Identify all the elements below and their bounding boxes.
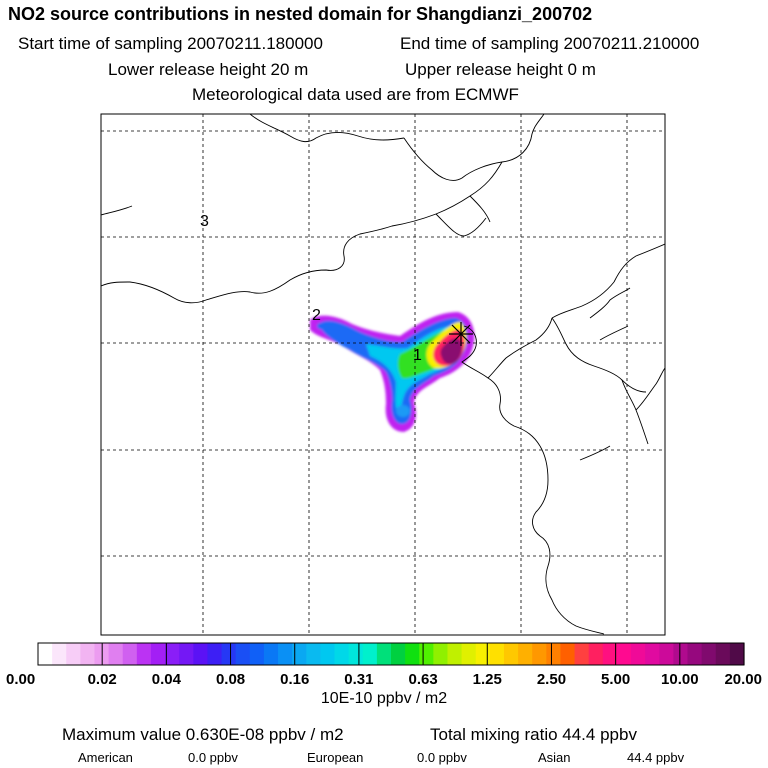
region-name-european: European <box>307 750 364 765</box>
colorbar-swatch <box>631 643 646 665</box>
receptor-label-1: 1 <box>413 347 422 364</box>
colorbar-swatch <box>306 643 321 665</box>
colorbar-swatch <box>560 643 576 665</box>
colorbar-swatch <box>38 643 53 665</box>
colorbar-swatch <box>235 643 251 665</box>
colorbar-swatch <box>165 643 180 665</box>
upper-release-text: Upper release height 0 m <box>405 60 596 79</box>
colorbar-swatch <box>221 643 237 665</box>
colorbar-swatch <box>193 643 209 665</box>
colorbar-swatch <box>150 643 166 665</box>
plume-blob-south <box>396 405 410 417</box>
colorbar-swatch <box>574 643 590 665</box>
colorbar-swatch <box>249 643 265 665</box>
colorbar-swatch <box>108 643 124 665</box>
colorbar-swatch <box>602 643 618 665</box>
colorbar-unit-label: 10E-10 ppbv / m2 <box>320 690 448 707</box>
region-name-american: American <box>78 750 133 765</box>
colorbar-swatch <box>687 643 703 665</box>
end-sampling-text: End time of sampling 20070211.210000 <box>400 34 700 53</box>
colorbar-tick-label: 0.04 <box>152 671 182 688</box>
plume-blob-west <box>317 322 333 330</box>
colorbar-swatch <box>207 643 223 665</box>
colorbar-swatch <box>518 643 533 665</box>
colorbar-swatch <box>405 643 420 665</box>
colorbar-swatch <box>122 643 138 665</box>
plume-contour-core <box>440 338 463 365</box>
colorbar-swatch <box>729 643 745 665</box>
colorbar-swatch <box>80 643 96 665</box>
colorbar-swatch <box>179 643 194 665</box>
start-sampling-text: Start time of sampling 20070211.180000 <box>18 34 323 53</box>
plume-field <box>310 312 475 432</box>
colorbar-swatch <box>292 643 307 665</box>
colorbar-swatch <box>701 643 717 665</box>
region-value-european: 0.0 ppbv <box>417 750 467 765</box>
colorbar-tick-label: 2.50 <box>537 671 566 688</box>
colorbar-tick-label: 10.00 <box>661 671 699 688</box>
colorbar-swatch <box>673 643 689 665</box>
colorbar-swatch <box>391 643 406 665</box>
colorbar-tick-label: 1.25 <box>473 671 502 688</box>
colorbar-swatch <box>616 643 632 665</box>
region-name-asian: Asian <box>538 750 571 765</box>
receptor-cross-marker <box>449 322 473 346</box>
colorbar-swatch <box>362 643 378 665</box>
colorbar-swatch <box>278 643 293 665</box>
colorbar-tick-label: 0.08 <box>216 671 245 688</box>
colorbar-swatch <box>433 643 449 665</box>
colorbar-swatch <box>715 643 731 665</box>
colorbar-swatch <box>419 643 434 665</box>
colorbar-tick-label: 0.63 <box>408 671 437 688</box>
colorbar-swatch <box>532 643 547 665</box>
colorbar-swatch <box>503 643 519 665</box>
colorbar: 0.00 0.02 0.04 0.08 0.16 0.31 0.63 1.25 2.50 5.00… <box>6 642 762 688</box>
colorbar-swatch <box>588 643 604 665</box>
colorbar-swatch <box>66 643 81 665</box>
colorbar-swatch <box>348 643 364 665</box>
colorbar-swatch <box>447 643 463 665</box>
colorbar-swatch <box>461 643 477 665</box>
colorbar-tick-label: 0.00 <box>6 671 35 688</box>
colorbar-tick-label: 0.02 <box>88 671 117 688</box>
met-data-text: Meteorological data used are from ECMWF <box>192 85 519 104</box>
region-value-asian: 44.4 ppbv <box>627 750 685 765</box>
lower-release-text: Lower release height 20 m <box>108 60 309 79</box>
maximum-value-text: Maximum value 0.630E-08 ppbv / m2 <box>62 725 344 744</box>
receptor-label-2: 2 <box>312 307 321 324</box>
colorbar-swatch <box>475 643 491 665</box>
colorbar-swatch <box>645 643 660 665</box>
total-mixing-ratio-text: Total mixing ratio 44.4 ppbv <box>430 725 637 744</box>
region-value-american: 0.0 ppbv <box>188 750 238 765</box>
colorbar-swatch <box>489 643 505 665</box>
map-frame <box>100 113 666 636</box>
colorbar-tick-label: 0.31 <box>344 671 373 688</box>
colorbar-swatch <box>263 643 279 665</box>
colorbar-swatch <box>320 643 336 665</box>
receptor-label-3: 3 <box>200 213 209 230</box>
colorbar-swatch <box>376 643 392 665</box>
chart-title: NO2 source contributions in nested domai… <box>8 4 593 24</box>
map-coastlines <box>101 114 665 635</box>
map-gridlines <box>101 114 665 635</box>
colorbar-swatch <box>659 643 674 665</box>
colorbar-tick-label: 0.16 <box>280 671 309 688</box>
colorbar-tick-label: 5.00 <box>601 671 630 688</box>
colorbar-swatch <box>334 643 350 665</box>
colorbar-tick-label: 20.00 <box>724 671 762 688</box>
colorbar-swatch <box>52 643 67 665</box>
colorbar-swatch <box>546 643 562 665</box>
colorbar-swatch <box>136 643 152 665</box>
